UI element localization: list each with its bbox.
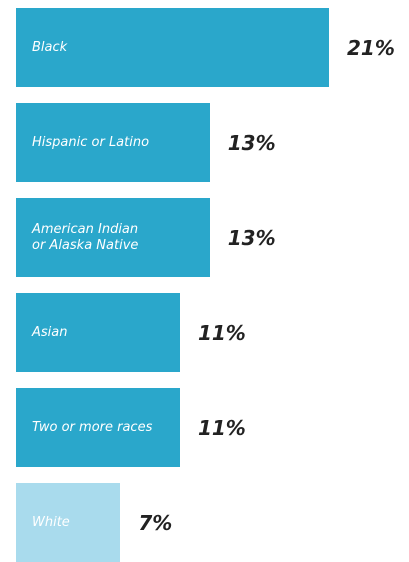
bar-0 (16, 8, 329, 87)
bar-label-4: Two or more races (32, 419, 153, 435)
bar-3 (16, 293, 180, 372)
bar-4 (16, 388, 180, 467)
bar-value-2: 13% (227, 225, 276, 250)
bar-value-3: 11% (197, 320, 246, 345)
bar-label-3: Asian (32, 324, 68, 340)
bar-value-0: 21% (347, 35, 395, 60)
bar-label-1: Hispanic or Latino (32, 134, 150, 150)
bar-5 (16, 483, 121, 562)
bar-1 (16, 103, 210, 182)
bar-label-2: American Indian or Alaska Native (32, 221, 139, 253)
bar-label-5: White (32, 514, 70, 530)
bar-value-1: 13% (227, 130, 276, 155)
bar-2 (16, 198, 210, 277)
bar-label-0: Black (32, 39, 68, 55)
bar-value-5: 7% (138, 510, 173, 535)
bar-value-4: 11% (197, 415, 246, 440)
